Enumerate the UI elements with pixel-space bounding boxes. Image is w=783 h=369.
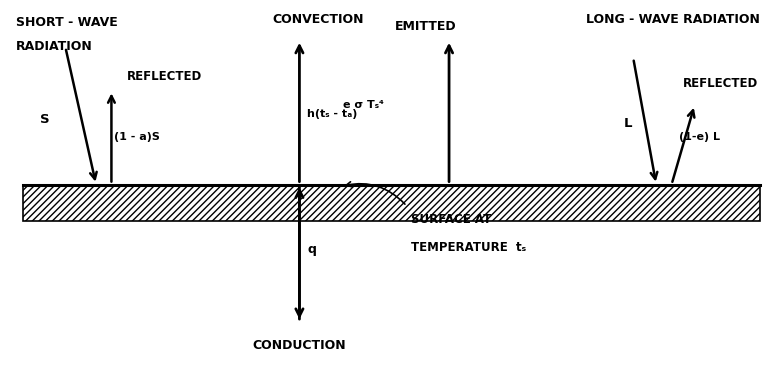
Text: e σ Tₛ⁴: e σ Tₛ⁴ — [343, 100, 384, 110]
Text: REFLECTED: REFLECTED — [127, 69, 202, 83]
Text: (1-e) L: (1-e) L — [679, 132, 720, 142]
Text: CONDUCTION: CONDUCTION — [253, 339, 346, 352]
Text: RADIATION: RADIATION — [16, 40, 92, 53]
Text: REFLECTED: REFLECTED — [683, 77, 759, 90]
Text: L: L — [623, 117, 632, 130]
Text: EMITTED: EMITTED — [395, 20, 456, 33]
Text: (1 - a)S: (1 - a)S — [114, 132, 160, 142]
Text: h(tₛ - tₐ): h(tₛ - tₐ) — [307, 109, 358, 119]
Text: CONVECTION: CONVECTION — [272, 13, 364, 26]
Text: SURFACE AT: SURFACE AT — [410, 213, 491, 227]
Text: SHORT - WAVE: SHORT - WAVE — [16, 16, 117, 30]
Bar — [23, 184, 760, 221]
Text: LONG - WAVE RADIATION: LONG - WAVE RADIATION — [586, 13, 760, 26]
Text: TEMPERATURE  tₛ: TEMPERATURE tₛ — [410, 241, 526, 254]
Text: S: S — [40, 113, 49, 126]
Text: q: q — [307, 243, 316, 256]
